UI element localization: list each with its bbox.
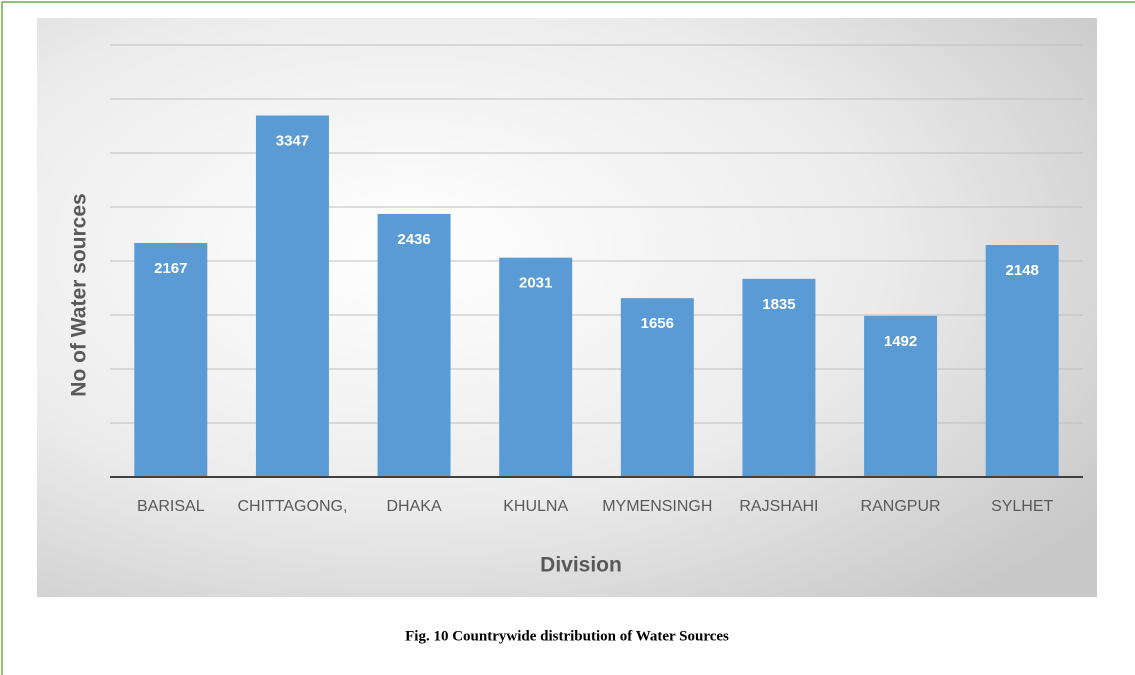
bar — [985, 245, 1059, 477]
bar — [620, 298, 694, 477]
bar — [377, 213, 451, 478]
x-tick-label: MYMENSINGH — [602, 498, 712, 515]
x-tick-label: CHITTAGONG, — [237, 498, 347, 515]
x-tick-label: BARISAL — [137, 498, 205, 515]
x-tick-label: SYLHET — [991, 498, 1053, 515]
data-label: 1492 — [884, 333, 917, 350]
data-label: 2167 — [154, 260, 187, 277]
data-label: 2148 — [1006, 262, 1039, 279]
bar — [255, 115, 329, 478]
data-label: 1835 — [762, 296, 795, 313]
bar — [134, 242, 208, 477]
data-label: 1656 — [641, 315, 674, 332]
caption: Fig. 10 Countrywide distribution of Wate… — [405, 628, 729, 644]
x-tick-label: DHAKA — [387, 498, 442, 515]
x-axis-title: Division — [540, 554, 622, 577]
data-label: 2436 — [397, 231, 430, 248]
bar — [742, 278, 816, 477]
bar — [864, 315, 938, 477]
data-label: 2031 — [519, 275, 552, 292]
y-axis-title: No of Water sources — [68, 193, 91, 396]
x-tick-label: RAJSHAHI — [739, 498, 818, 515]
data-label: 3347 — [276, 132, 309, 149]
x-tick-label: RANGPUR — [861, 498, 941, 515]
x-tick-label: KHULNA — [503, 498, 568, 515]
bar — [499, 257, 573, 477]
